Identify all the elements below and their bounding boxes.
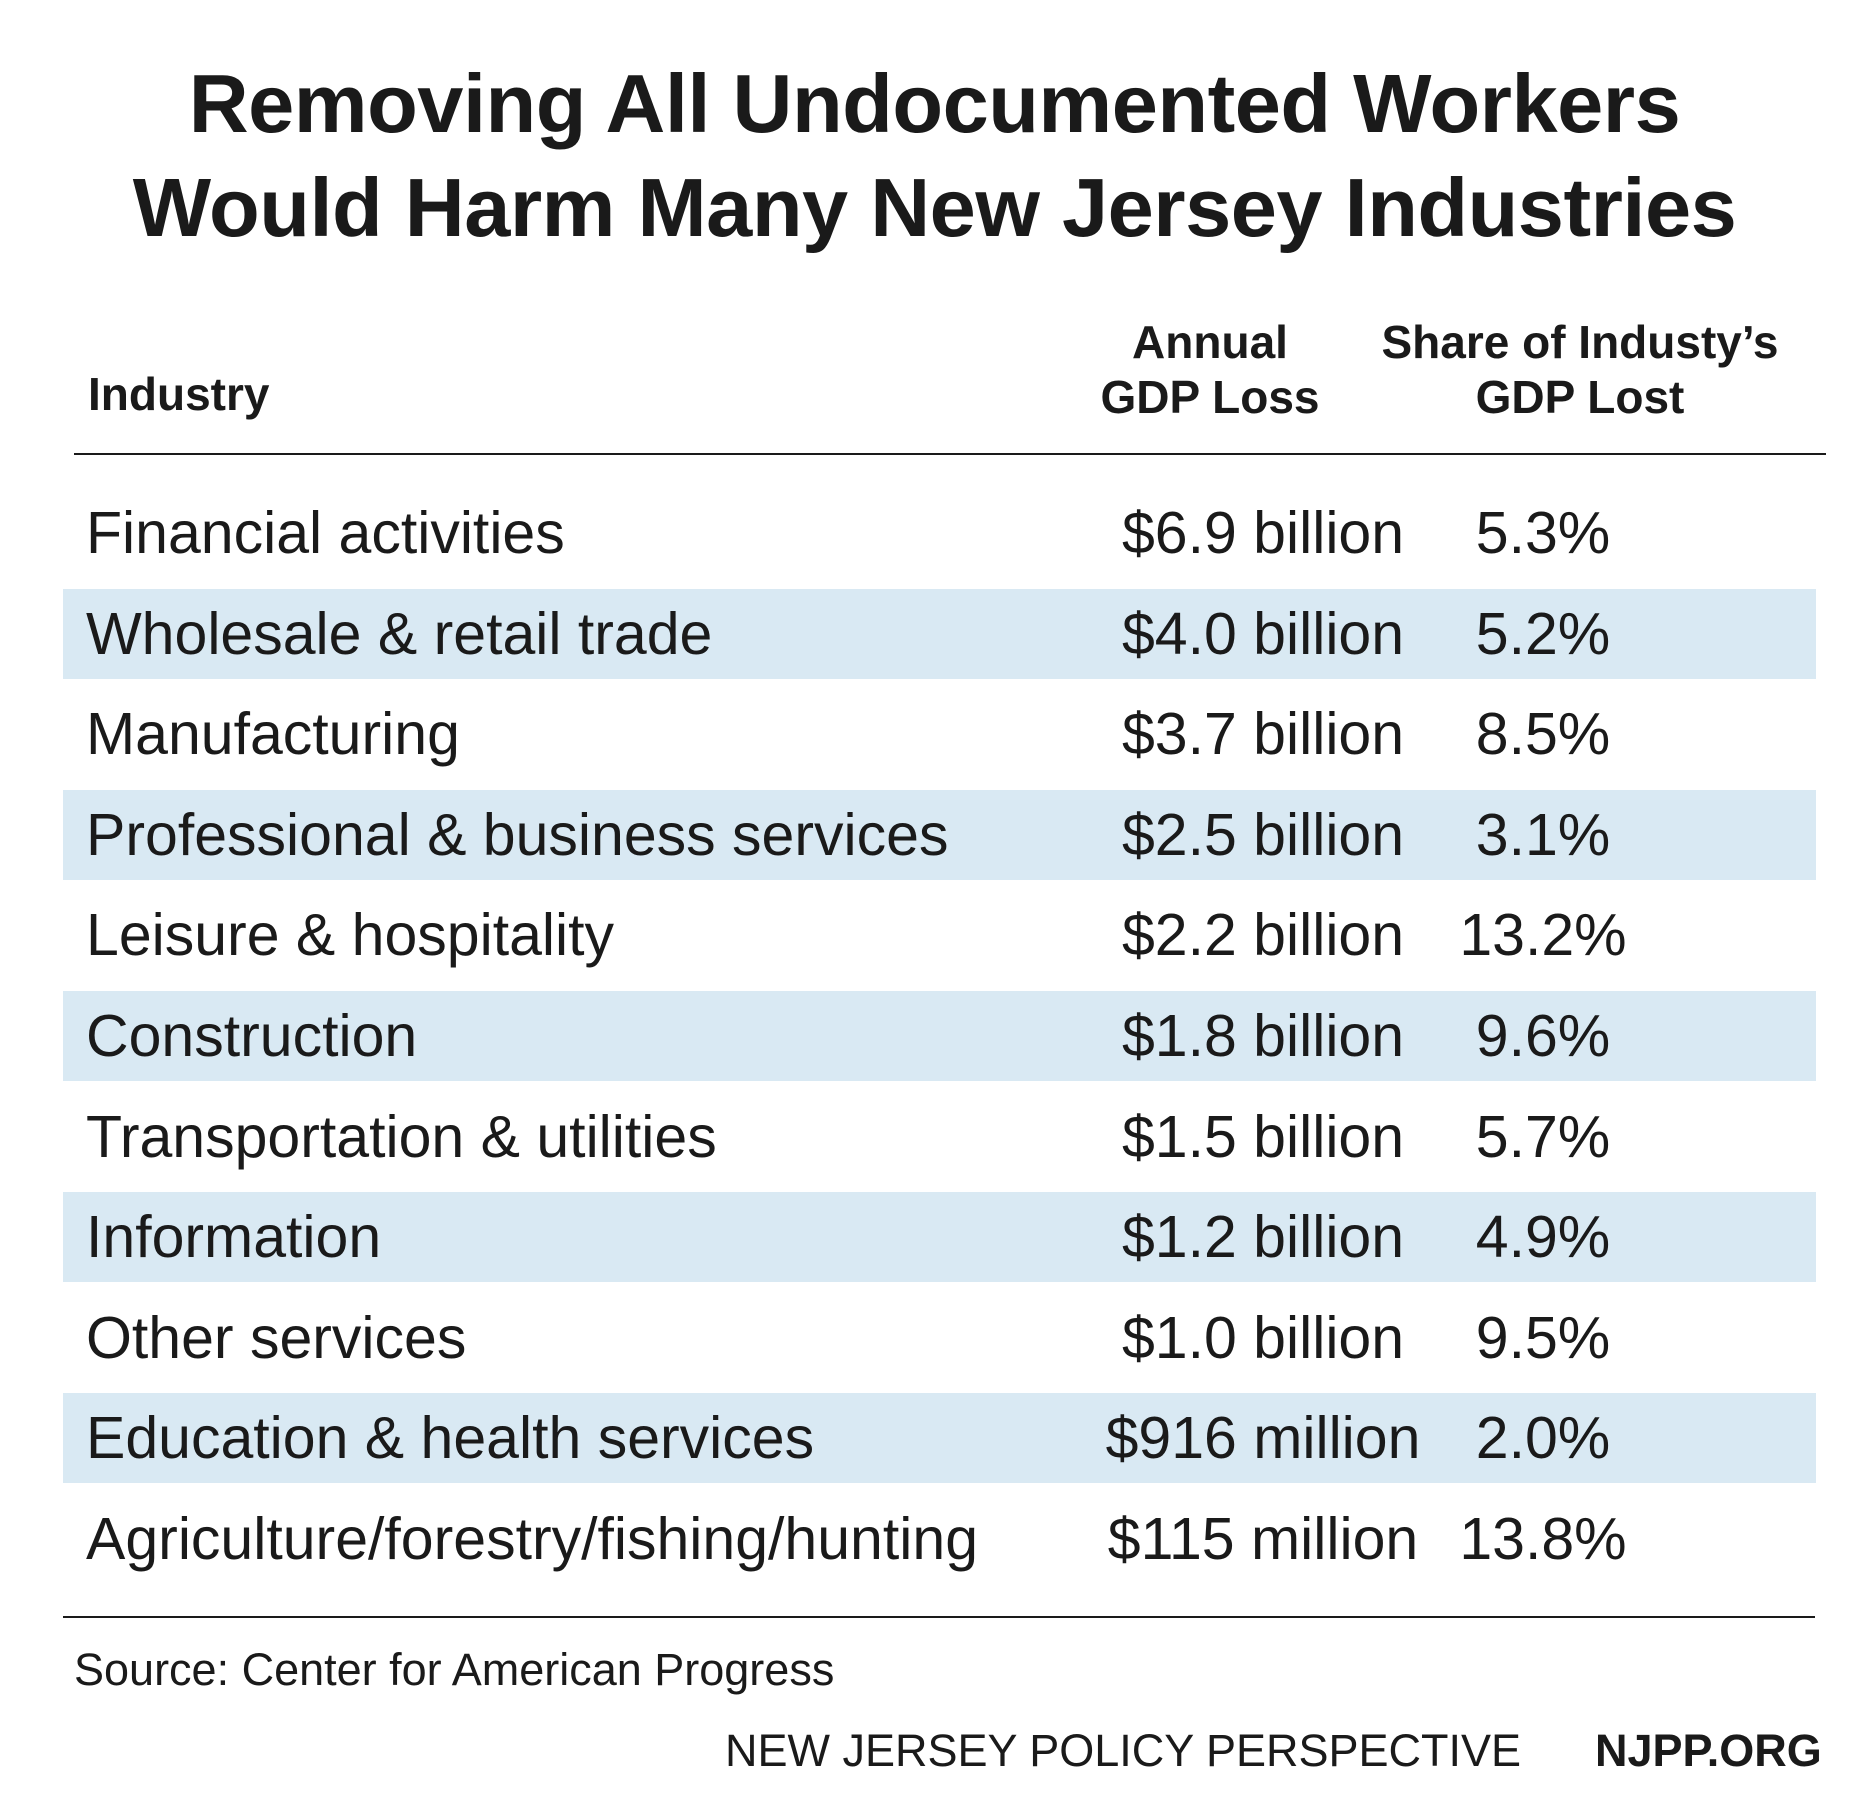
share-lost-cell: 5.3%: [1475, 500, 1611, 566]
share-lost-cell: 5.7%: [1475, 1104, 1611, 1170]
chart-title-line-1: Removing All Undocumented Workers: [188, 57, 1681, 150]
table-row: Wholesale & retail trade $4.0 billion 5.2%: [63, 589, 1816, 679]
share-lost-cell: 4.9%: [1475, 1204, 1611, 1270]
table-row: Professional & business services $2.5 bil…: [63, 790, 1816, 880]
table-row: Other services $1.0 billion 9.5%: [63, 1293, 1816, 1383]
column-header-annual-gdp-loss: Annual GDP Loss: [1060, 315, 1360, 425]
table-row: Transportation & utilities $1.5 billion 5.…: [63, 1092, 1816, 1182]
column-header-share-line-1: Share of Industy’s: [1381, 316, 1779, 368]
share-lost-cell: 9.6%: [1475, 1003, 1611, 1069]
gdp-loss-cell: $1.5 billion: [1121, 1104, 1405, 1170]
chart-title: Removing All Undocumented Workers Would …: [0, 52, 1869, 260]
gdp-loss-cell: $916 million: [1105, 1405, 1421, 1471]
column-header-loss-line-1: Annual: [1132, 316, 1288, 368]
chart-title-line-2: Would Harm Many New Jersey Industries: [132, 161, 1737, 254]
gdp-loss-cell: $4.0 billion: [1121, 601, 1405, 667]
table-row: Agriculture/forestry/fishing/hunting $115…: [63, 1494, 1816, 1584]
industry-cell: Information: [86, 1204, 382, 1270]
gdp-loss-cell: $6.9 billion: [1121, 500, 1405, 566]
footer-website: NJPP.ORG: [1595, 1725, 1822, 1776]
header-divider: [74, 453, 1826, 455]
table-bottom-divider: [63, 1616, 1815, 1618]
gdp-loss-cell: $3.7 billion: [1121, 701, 1405, 767]
footer-organization: NEW JERSEY POLICY PERSPECTIVE: [725, 1725, 1522, 1776]
table-row: Leisure & hospitality $2.2 billion 13.2%: [63, 890, 1816, 980]
industry-cell: Agriculture/forestry/fishing/hunting: [86, 1506, 979, 1572]
column-header-industry: Industry: [88, 368, 270, 420]
industry-cell: Leisure & hospitality: [86, 902, 615, 968]
column-header-loss-line-2: GDP Loss: [1100, 371, 1320, 423]
industry-cell: Manufacturing: [86, 701, 460, 767]
gdp-loss-cell: $2.2 billion: [1121, 902, 1405, 968]
share-lost-cell: 8.5%: [1475, 701, 1611, 767]
column-header-share-line-2: GDP Lost: [1475, 371, 1685, 423]
table-row: Construction $1.8 billion 9.6%: [63, 991, 1816, 1081]
column-header-share-gdp-lost: Share of Industy’s GDP Lost: [1340, 315, 1820, 425]
source-note: Source: Center for American Progress: [74, 1644, 835, 1695]
gdp-loss-cell: $115 million: [1107, 1506, 1419, 1572]
table-row: Financial activities $6.9 billion 5.3%: [63, 488, 1816, 578]
share-lost-cell: 13.2%: [1459, 902, 1627, 968]
industry-cell: Construction: [86, 1003, 418, 1069]
industry-cell: Financial activities: [86, 500, 565, 566]
industry-cell: Transportation & utilities: [86, 1104, 717, 1170]
gdp-loss-cell: $2.5 billion: [1121, 802, 1405, 868]
gdp-loss-cell: $1.2 billion: [1121, 1204, 1405, 1270]
share-lost-cell: 9.5%: [1475, 1305, 1611, 1371]
table-row: Education & health services $916 million 2…: [63, 1393, 1816, 1483]
share-lost-cell: 2.0%: [1475, 1405, 1611, 1471]
share-lost-cell: 5.2%: [1475, 601, 1611, 667]
share-lost-cell: 13.8%: [1459, 1506, 1627, 1572]
table-row: Manufacturing $3.7 billion 8.5%: [63, 689, 1816, 779]
industry-cell: Professional & business services: [86, 802, 949, 868]
industry-cell: Education & health services: [86, 1405, 815, 1471]
share-lost-cell: 3.1%: [1475, 802, 1611, 868]
industry-cell: Other services: [86, 1305, 467, 1371]
gdp-loss-cell: $1.0 billion: [1121, 1305, 1405, 1371]
table-row: Information $1.2 billion 4.9%: [63, 1192, 1816, 1282]
industry-cell: Wholesale & retail trade: [86, 601, 713, 667]
gdp-loss-cell: $1.8 billion: [1121, 1003, 1405, 1069]
